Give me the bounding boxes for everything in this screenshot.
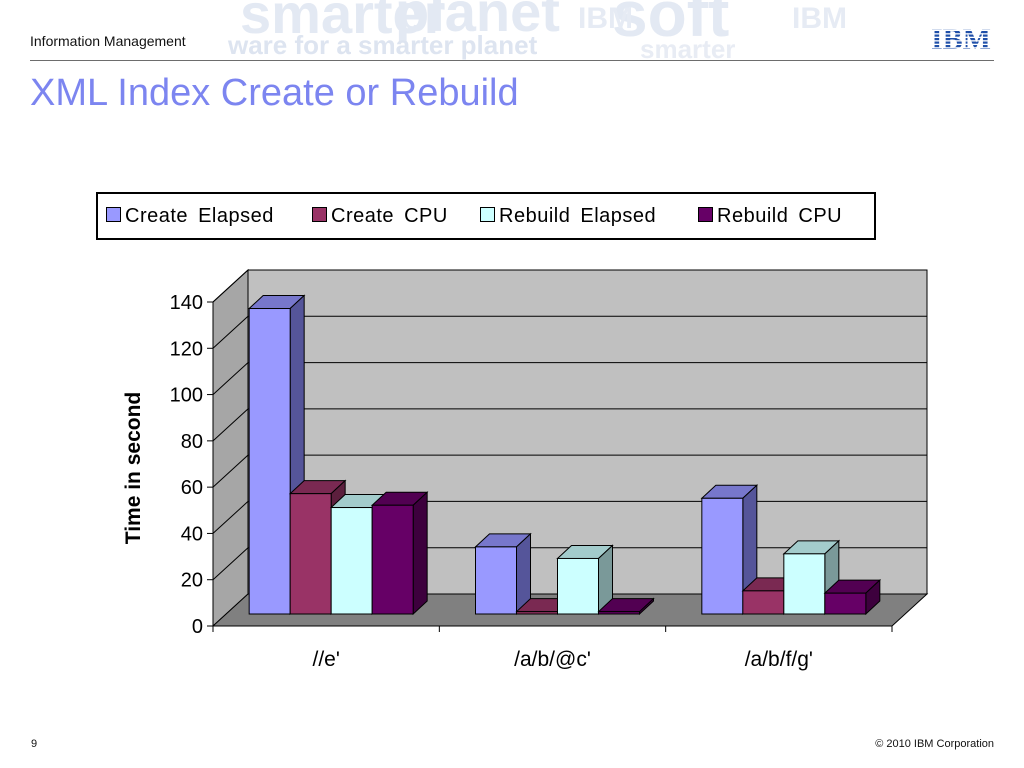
x-tick-label: /a/b/f/g' bbox=[745, 648, 813, 671]
legend-item: Rebuild Elapsed bbox=[480, 205, 656, 228]
chart-legend: Create Elapsed Create CPU Rebuild Elapse… bbox=[96, 192, 876, 240]
bar bbox=[701, 497, 744, 615]
y-tick-label: 140 bbox=[170, 292, 203, 314]
legend-item: Create CPU bbox=[312, 205, 448, 228]
gridline bbox=[212, 454, 249, 488]
legend-label: Rebuild Elapsed bbox=[499, 205, 657, 228]
gridline bbox=[212, 315, 249, 349]
page-number: 9 bbox=[31, 738, 38, 750]
bar bbox=[330, 507, 373, 615]
svg-text:IBM: IBM bbox=[931, 24, 991, 52]
legend-item: Create Elapsed bbox=[106, 205, 274, 228]
legend-swatch bbox=[312, 207, 327, 223]
y-tick-label: 80 bbox=[181, 431, 203, 453]
watermark-text: smarter bbox=[640, 34, 736, 60]
y-tick-label: 20 bbox=[181, 570, 203, 592]
header-divider bbox=[30, 60, 994, 61]
y-tick-label: 60 bbox=[181, 477, 203, 499]
watermark-text: IBM bbox=[578, 2, 633, 35]
gridline bbox=[212, 501, 249, 534]
watermark-text: smarter bbox=[240, 0, 446, 45]
copyright: © 2010 IBM Corporation bbox=[875, 738, 994, 750]
chart-side-wall bbox=[212, 268, 249, 628]
slide-title: XML Index Create or Rebuild bbox=[30, 72, 519, 114]
bar bbox=[783, 553, 826, 615]
legend-swatch bbox=[480, 207, 495, 223]
section-title: Information Management bbox=[30, 33, 186, 49]
legend-label: Create CPU bbox=[331, 205, 448, 228]
x-tick-label: //e' bbox=[312, 648, 339, 671]
bar bbox=[742, 590, 785, 615]
watermark-text: planet bbox=[395, 0, 560, 43]
y-tick-label: 0 bbox=[192, 616, 203, 638]
bar bbox=[475, 546, 517, 615]
legend-label: Create Elapsed bbox=[125, 205, 274, 228]
gridline bbox=[212, 408, 249, 442]
y-tick-label: 40 bbox=[181, 523, 203, 545]
bar bbox=[289, 493, 332, 615]
header-banner: smarter planet soft ware for a smarter p… bbox=[0, 0, 1024, 60]
bar bbox=[516, 611, 558, 615]
watermark-text: IBM bbox=[792, 2, 847, 35]
gridline bbox=[212, 269, 249, 303]
legend-item: Rebuild CPU bbox=[698, 205, 842, 228]
bar bbox=[598, 611, 640, 615]
watermark-text: ware for a smarter planet bbox=[228, 30, 538, 60]
y-tick-label: 120 bbox=[170, 338, 203, 360]
bar-side bbox=[412, 491, 428, 616]
y-tick-label: 100 bbox=[170, 385, 203, 407]
legend-swatch bbox=[698, 207, 713, 223]
x-tick-label: /a/b/@c' bbox=[514, 648, 591, 671]
legend-label: Rebuild CPU bbox=[717, 205, 843, 228]
bar bbox=[248, 308, 291, 615]
gridline bbox=[212, 547, 249, 581]
watermark-text: soft bbox=[612, 0, 730, 50]
ibm-logo: IBM bbox=[931, 24, 991, 52]
legend-swatch bbox=[106, 207, 121, 223]
bar bbox=[824, 592, 867, 615]
bar bbox=[371, 504, 414, 615]
gridline bbox=[212, 362, 249, 395]
y-axis-label: Time in second bbox=[122, 392, 145, 545]
bar bbox=[557, 557, 599, 615]
